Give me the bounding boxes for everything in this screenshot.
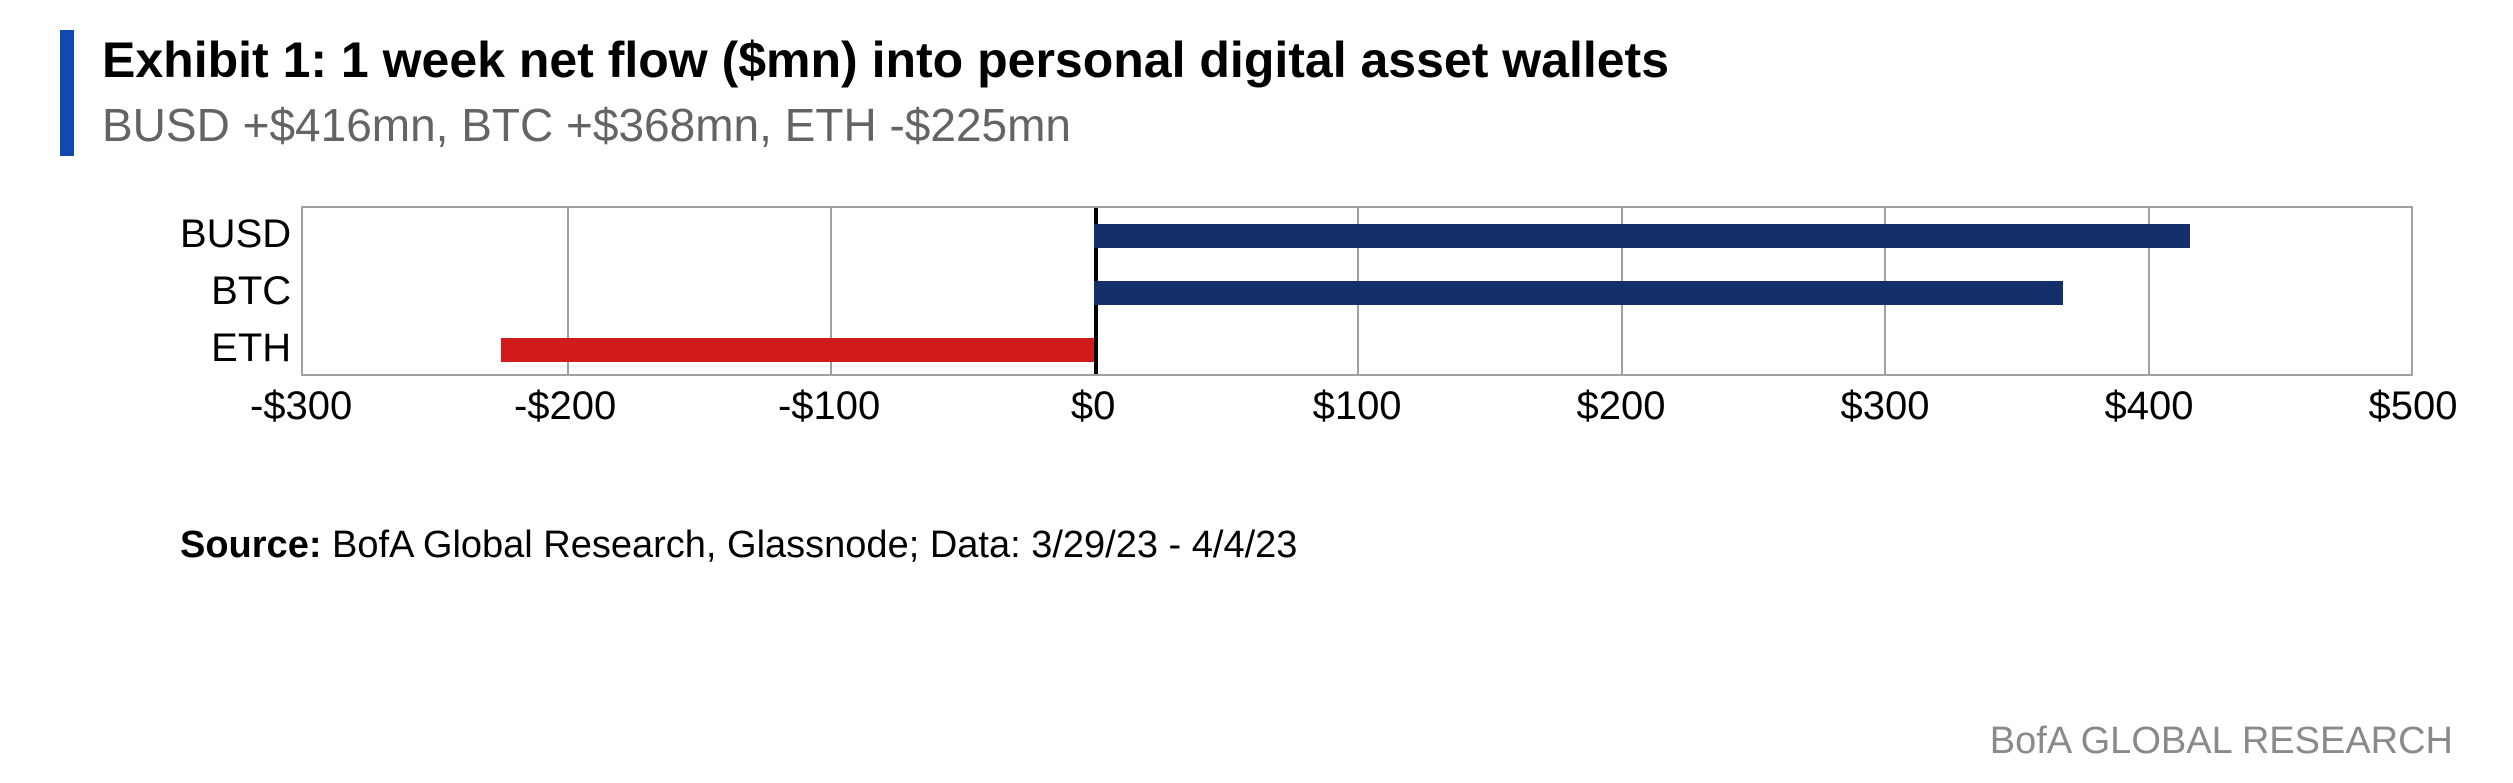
bar bbox=[1094, 224, 2190, 248]
header-block: Exhibit 1: 1 week net flow ($mn) into pe… bbox=[60, 30, 2453, 156]
x-tick-label: $300 bbox=[1841, 384, 1930, 429]
y-label: BUSD bbox=[180, 214, 291, 254]
accent-bar bbox=[60, 30, 74, 156]
source-text: BofA Global Research, Glassnode; Data: 3… bbox=[321, 524, 1297, 566]
x-axis: -$300-$200-$100$0$100$200$300$400$500 bbox=[301, 384, 2413, 444]
source-prefix: Source: bbox=[180, 524, 321, 566]
y-label: BTC bbox=[180, 271, 291, 311]
y-axis-labels: BUSD BTC ETH bbox=[180, 206, 301, 376]
x-tick-label: $500 bbox=[2369, 384, 2458, 429]
x-tick-label: -$300 bbox=[250, 384, 352, 429]
bar-row bbox=[303, 208, 2411, 265]
x-tick-label: $0 bbox=[1071, 384, 1116, 429]
bar bbox=[1094, 281, 2064, 305]
x-tick-label: -$200 bbox=[514, 384, 616, 429]
bar-row bbox=[303, 321, 2411, 378]
chart: BUSD BTC ETH -$300 -$200 -$100 $0 $100 $200 $300… bbox=[180, 206, 2413, 444]
bar-row bbox=[303, 265, 2411, 322]
y-label: ETH bbox=[180, 328, 291, 368]
x-tick-label: $100 bbox=[1313, 384, 1402, 429]
x-tick-label: -$100 bbox=[778, 384, 880, 429]
exhibit-subtitle: BUSD +$416mn, BTC +$368mn, ETH -$225mn bbox=[102, 94, 1669, 156]
x-tick-label: $400 bbox=[2105, 384, 2194, 429]
exhibit-container: Exhibit 1: 1 week net flow ($mn) into pe… bbox=[0, 0, 2513, 783]
bar bbox=[501, 338, 1094, 362]
chart-inner: BUSD BTC ETH bbox=[180, 206, 2413, 376]
x-tick-label: $200 bbox=[1577, 384, 1666, 429]
exhibit-title: Exhibit 1: 1 week net flow ($mn) into pe… bbox=[102, 30, 1669, 90]
source-line: Source: BofA Global Research, Glassnode;… bbox=[180, 524, 2453, 567]
titles: Exhibit 1: 1 week net flow ($mn) into pe… bbox=[102, 30, 1669, 156]
attribution: BofA GLOBAL RESEARCH bbox=[1990, 720, 2453, 763]
plot-area bbox=[301, 206, 2413, 376]
